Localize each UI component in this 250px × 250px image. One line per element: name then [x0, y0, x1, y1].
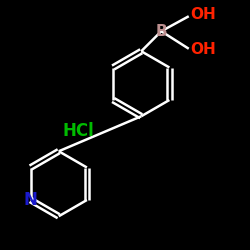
Text: OH: OH — [190, 8, 216, 22]
Text: N: N — [24, 191, 38, 209]
Text: B: B — [156, 24, 167, 39]
Text: OH: OH — [190, 42, 216, 58]
Text: HCl: HCl — [63, 122, 94, 140]
